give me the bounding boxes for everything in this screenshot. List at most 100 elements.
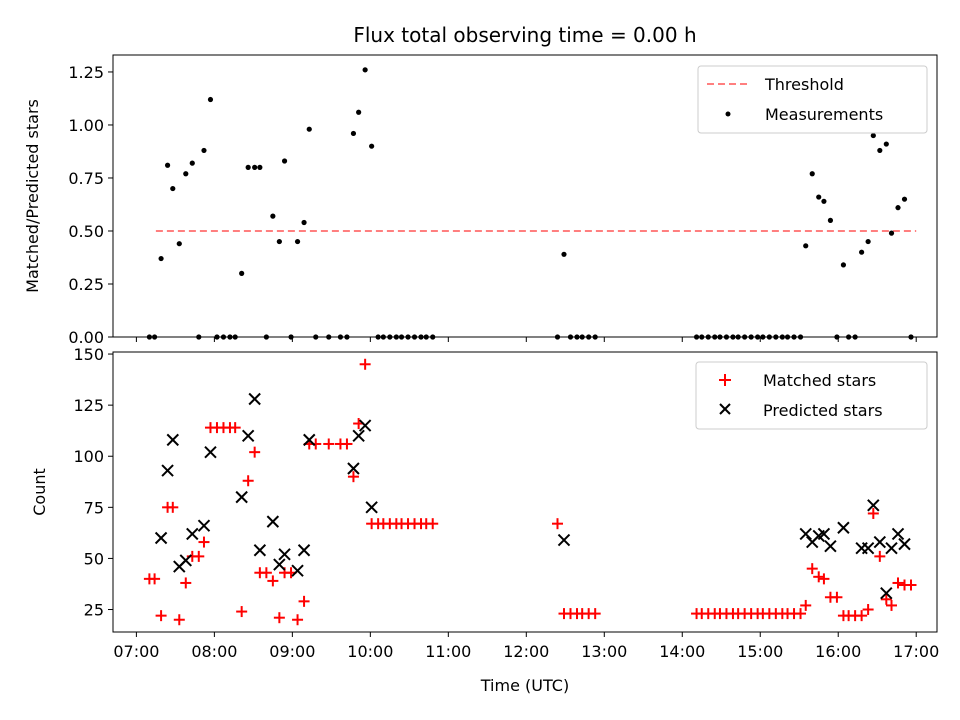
predicted-star-point [867, 499, 880, 512]
matched-star-point [347, 471, 359, 483]
predicted-star-point [861, 541, 875, 555]
measurement-point [362, 67, 368, 73]
measurement-point [356, 109, 362, 115]
predicted-star-point [898, 537, 911, 551]
bottom-panel-series [143, 358, 917, 626]
bottom-panel-ticks: 07:00 08:00 09:00 10:00 11:00 12:00 13:00 14:00… [73, 345, 939, 661]
matched-star-point [862, 604, 874, 616]
legend-predicted-label: Predicted stars [763, 401, 883, 420]
top-legend: Threshold Measurements [697, 65, 928, 134]
top-plot-frame [112, 54, 938, 338]
measurement-point [306, 126, 312, 132]
legend-matched-label: Matched stars [763, 371, 876, 390]
predicted-star-point [278, 548, 291, 561]
measurement-point [870, 132, 876, 139]
predicted-star-point [891, 527, 905, 541]
predicted-star-point [154, 531, 168, 545]
x-tick-label: 15:00 [737, 642, 783, 661]
matched-star-point [867, 507, 879, 519]
measurement-point [245, 164, 251, 170]
matched-star-point [813, 571, 825, 583]
bottom-y-tick-label: 25 [84, 601, 104, 620]
matched-star-point [892, 577, 904, 589]
matched-star-point [880, 593, 892, 605]
bottom-panel: 07:00 08:00 09:00 10:00 11:00 12:00 13:00 14:00… [30, 345, 939, 695]
matched-star-point [551, 518, 563, 530]
top-y-tick-label: 1.25 [68, 63, 104, 82]
measurement-point [201, 147, 207, 154]
matched-star-point [806, 563, 818, 575]
matched-star-point [323, 438, 335, 450]
predicted-star-point [161, 464, 174, 477]
predicted-star-point [204, 445, 217, 459]
x-tick-label: 09:00 [269, 642, 315, 661]
predicted-star-point [297, 544, 311, 557]
predicted-star-point [197, 519, 211, 532]
matched-star-point [198, 536, 210, 548]
predicted-star-point [241, 429, 255, 443]
predicted-star-point [799, 527, 812, 541]
measurement-point [859, 249, 865, 255]
measurement-point [189, 160, 195, 166]
top-y-axis-label: Matched/Predicted stars [23, 99, 42, 293]
x-tick-label: 07:00 [113, 642, 159, 661]
predicted-star-point [248, 392, 261, 406]
x-tick-label: 17:00 [893, 642, 939, 661]
measurement-point [257, 164, 263, 170]
measurement-point [827, 217, 834, 223]
legend-threshold-label: Threshold [764, 75, 844, 94]
top-y-tick-label: 0.50 [68, 222, 104, 241]
matched-star-point [856, 610, 868, 622]
predicted-star-point [179, 554, 192, 567]
measurement-point [369, 143, 375, 149]
measurement-point [176, 241, 182, 247]
predicted-star-point [186, 527, 199, 541]
measurement-point [821, 198, 827, 204]
measurement-point [276, 238, 282, 245]
measurement-point [239, 270, 245, 276]
measurement-point [865, 238, 871, 245]
matched-star-point [173, 614, 185, 626]
top-legend-box [697, 65, 928, 134]
predicted-star-point [347, 462, 360, 475]
measurement-point [809, 171, 815, 177]
matched-star-point [242, 475, 254, 487]
measurement-point [350, 130, 357, 137]
predicted-star-point [273, 558, 286, 571]
matched-star-point [236, 606, 248, 618]
matched-star-point [249, 446, 261, 458]
bottom-y-tick-label: 100 [73, 447, 104, 466]
predicted-star-point [880, 586, 893, 600]
bottom-legend: Matched stars Predicted stars [695, 361, 928, 430]
bottom-legend-box [695, 361, 928, 430]
bottom-y-tick-label: 125 [73, 396, 104, 415]
predicted-star-point [817, 527, 831, 541]
measurement-point [183, 171, 189, 177]
bottom-y-tick-label: 50 [84, 549, 104, 568]
top-y-tick-label: 1.00 [68, 116, 104, 135]
legend-measurements-label: Measurements [765, 105, 883, 124]
legend-predicted-swatch [719, 403, 731, 415]
matched-star-point [167, 501, 179, 513]
measurement-point [561, 251, 567, 257]
predicted-star-point [253, 544, 267, 557]
matched-star-point [589, 608, 601, 620]
top-y-tick-label: 0.25 [68, 275, 104, 294]
matched-star-point [795, 608, 807, 620]
bottom-y-tick-label: 75 [84, 498, 104, 517]
measurement-point [840, 262, 847, 268]
measurement-point [252, 164, 258, 170]
matched-star-point [149, 573, 161, 585]
matched-star-point [193, 550, 205, 562]
measurement-point [270, 213, 276, 219]
x-axis-label: Time (UTC) [480, 676, 569, 695]
top-y-tick-label: 0.75 [68, 169, 104, 188]
predicted-star-point [303, 433, 316, 447]
x-tick-label: 11:00 [425, 642, 471, 661]
measurement-point [170, 185, 176, 192]
top-panel: 0.00 0.25 0.50 0.75 1.00 1.25 Matched/Predict… [23, 54, 938, 347]
matched-star-point [298, 595, 310, 607]
measurement-point [207, 96, 214, 103]
x-tick-label: 14:00 [659, 642, 705, 661]
